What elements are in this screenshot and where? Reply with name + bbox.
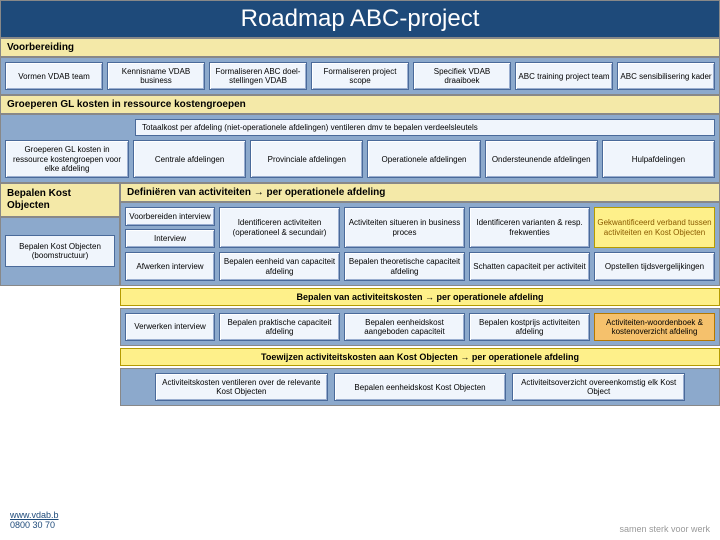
box: Identificeren activiteiten (operationeel…	[219, 207, 340, 248]
box: Formaliseren project scope	[311, 62, 409, 90]
footer-tagline: samen sterk voor werk	[619, 524, 710, 534]
box: Interview	[125, 229, 215, 248]
box: Bepalen eenheidskost Kost Objecten	[334, 373, 507, 401]
box: Provinciale afdelingen	[250, 140, 363, 178]
box: ABC sensibilisering kader	[617, 62, 715, 90]
box: Opstellen tijdsvergelijkingen	[594, 252, 715, 280]
box: Ondersteunende afdelingen	[485, 140, 598, 178]
box: Centrale afdelingen	[133, 140, 246, 178]
box: Identificeren varianten & resp. frekwent…	[469, 207, 590, 248]
section-header: Groeperen GL kosten in ressource kosteng…	[0, 95, 720, 114]
box: Activiteitskosten ventileren over de rel…	[155, 373, 328, 401]
box-left: Bepalen Kost Objecten (boomstructuur)	[5, 235, 115, 267]
box: Formaliseren ABC doel-stellingen VDAB	[209, 62, 307, 90]
box: Bepalen theoretische capaciteit afdeling	[344, 252, 465, 280]
box: Afwerken interview	[125, 252, 215, 280]
box-left: Groeperen GL kosten in ressource kosteng…	[5, 140, 129, 178]
section-activiteiten: Bepalen Kost Objecten Bepalen Kost Objec…	[0, 183, 720, 286]
section-activiteitskosten: Bepalen van activiteitskosten → per oper…	[120, 288, 720, 346]
footer-contact: www.vdab.b 0800 30 70	[10, 510, 59, 530]
box: Hulpafdelingen	[602, 140, 715, 178]
section-header: Voorbereiding	[0, 38, 720, 57]
box-highlight: Gekwantificeerd verband tussen activitei…	[594, 207, 715, 248]
footer-url[interactable]: www.vdab.b	[10, 510, 59, 520]
box: Bepalen eenheidskost aangeboden capacite…	[344, 313, 465, 341]
box: Bepalen praktische capaciteit afdeling	[219, 313, 340, 341]
box: Kennisname VDAB business	[107, 62, 205, 90]
footer-phone: 0800 30 70	[10, 520, 55, 530]
box: Bepalen eenheid van capaciteit afdeling	[219, 252, 340, 280]
section-header: Definiëren van activiteiten → per operat…	[120, 183, 720, 202]
section-header: Toewijzen activiteitskosten aan Kost Obj…	[120, 348, 720, 366]
box: Specifiek VDAB draaiboek	[413, 62, 511, 90]
box: Operationele afdelingen	[367, 140, 480, 178]
box: Voorbereiden interview	[125, 207, 215, 226]
section-toewijzen: Toewijzen activiteitskosten aan Kost Obj…	[120, 348, 720, 406]
box: ABC training project team	[515, 62, 613, 90]
box: Bepalen kostprijs activiteiten afdeling	[469, 313, 590, 341]
box: Verwerken interview	[125, 313, 215, 341]
left-header: Bepalen Kost Objecten	[0, 183, 120, 217]
box: Vormen VDAB team	[5, 62, 103, 90]
section-header: Bepalen van activiteitskosten → per oper…	[120, 288, 720, 306]
box: Activiteitsoverzicht overeenkomstig elk …	[512, 373, 685, 401]
box: Schatten capaciteit per activiteit	[469, 252, 590, 280]
box: Activiteiten situeren in business proces	[344, 207, 465, 248]
page-title: Roadmap ABC-project	[0, 0, 720, 38]
box-highlight: Activiteiten-woordenboek & kostenoverzic…	[594, 313, 715, 341]
section-voorbereiding: Voorbereiding Vormen VDAB team Kennisnam…	[0, 38, 720, 95]
note: Totaalkost per afdeling (niet-operatione…	[135, 119, 715, 136]
section-groeperen: Groeperen GL kosten in ressource kosteng…	[0, 95, 720, 183]
